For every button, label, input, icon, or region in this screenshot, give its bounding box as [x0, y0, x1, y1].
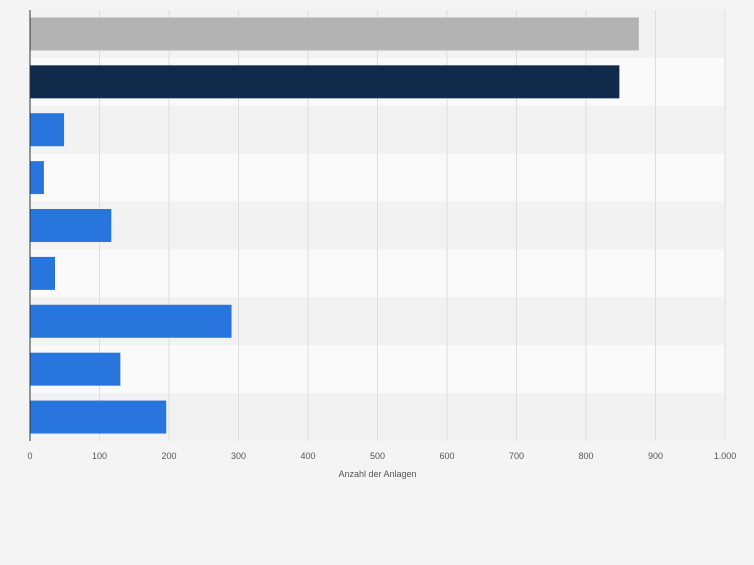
bar[interactable] [30, 65, 620, 99]
bars [30, 17, 639, 434]
x-tick-label: 300 [231, 451, 246, 461]
x-tick-label: 800 [578, 451, 593, 461]
bar[interactable] [30, 161, 44, 195]
x-tick-label: 500 [370, 451, 385, 461]
bar[interactable] [30, 256, 56, 290]
x-tick-label: 100 [92, 451, 107, 461]
bar[interactable] [30, 352, 121, 386]
bar[interactable] [30, 113, 65, 147]
bar[interactable] [30, 17, 639, 51]
x-tick-label: 0 [27, 451, 32, 461]
x-tick-label: 900 [648, 451, 663, 461]
x-tick-label: 400 [300, 451, 315, 461]
x-tick-label: 200 [161, 451, 176, 461]
x-tick-label: 600 [439, 451, 454, 461]
bar[interactable] [30, 400, 167, 434]
bar[interactable] [30, 209, 112, 242]
x-axis-label: Anzahl der Anlagen [338, 469, 416, 479]
x-axis-ticks: 0 100 200 300 400 500 600 700 800 900 1.000 [27, 451, 736, 461]
x-tick-label: 1.000 [714, 451, 737, 461]
bar[interactable] [30, 304, 232, 338]
x-tick-label: 700 [509, 451, 524, 461]
